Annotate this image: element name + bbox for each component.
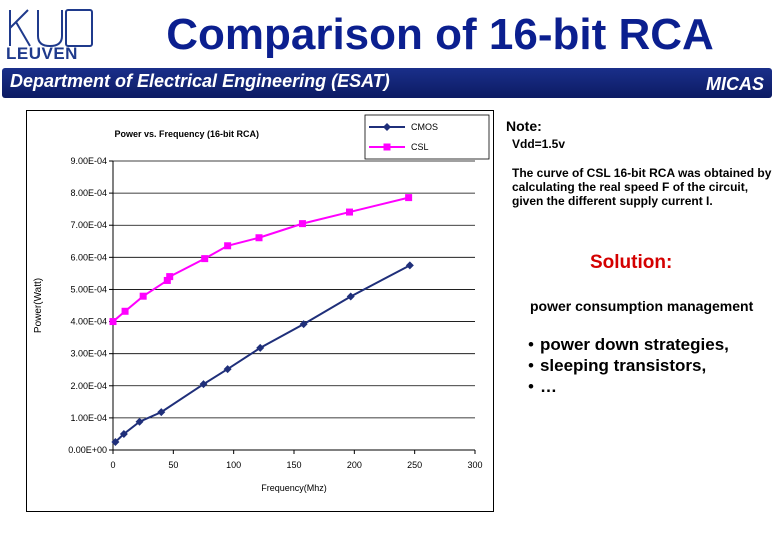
y-tick-label: 8.00E-04	[70, 188, 107, 198]
x-tick-label: 250	[407, 460, 422, 470]
legend-label: CSL	[411, 142, 429, 152]
y-tick-label: 5.00E-04	[70, 284, 107, 294]
series-line	[114, 264, 411, 443]
logo-text: LEUVEN	[6, 44, 78, 63]
data-point	[223, 365, 232, 374]
data-point	[121, 307, 129, 315]
data-point	[119, 429, 128, 438]
data-point	[157, 408, 166, 417]
x-tick-label: 0	[110, 460, 115, 470]
group-label: MICAS	[706, 74, 764, 94]
y-tick-label: 4.00E-04	[70, 317, 107, 327]
y-tick-label: 6.00E-04	[70, 252, 107, 262]
department-bar: Department of Electrical Engineering (ES…	[2, 68, 772, 98]
x-tick-label: 100	[226, 460, 241, 470]
data-point	[199, 380, 208, 389]
data-point	[111, 437, 120, 446]
solution-label: Solution:	[590, 252, 673, 273]
data-point	[166, 273, 174, 281]
legend-label: CMOS	[411, 122, 438, 132]
department-label: Department of Electrical Engineering (ES…	[10, 71, 390, 91]
y-tick-label: 3.00E-04	[70, 349, 107, 359]
data-point	[346, 208, 354, 216]
list-item: • power down strategies,	[528, 335, 729, 354]
solution-list: • power down strategies, • sleeping transi…	[528, 334, 729, 397]
x-axis-label: Frequency(Mhz)	[261, 483, 327, 493]
chart-title: Power vs. Frequency (16-bit RCA)	[114, 129, 259, 139]
csl-explanation: The curve of CSL 16-bit RCA was obtained…	[512, 166, 772, 208]
page-title: Comparison of 16-bit RCA	[166, 10, 714, 59]
y-tick-label: 9.00E-04	[70, 156, 107, 166]
power-management-label: power consumption management	[530, 298, 754, 314]
x-tick-label: 50	[168, 460, 178, 470]
data-point	[201, 255, 209, 263]
data-point	[224, 242, 232, 250]
legend-box	[364, 114, 490, 160]
list-item: • sleeping transistors,	[528, 356, 707, 375]
data-point	[346, 292, 355, 301]
data-point	[139, 292, 147, 300]
data-point	[298, 220, 306, 228]
list-item: •…	[528, 377, 557, 396]
data-point	[256, 343, 265, 352]
x-tick-label: 200	[347, 460, 362, 470]
x-tick-label: 300	[467, 460, 482, 470]
data-point	[135, 417, 144, 426]
y-tick-label: 7.00E-04	[70, 220, 107, 230]
y-axis-label: Power(Watt)	[33, 278, 44, 333]
y-tick-label: 0.00E+00	[68, 445, 107, 455]
legend-marker	[383, 123, 391, 131]
data-point	[255, 234, 263, 242]
y-tick-label: 1.00E-04	[70, 413, 107, 423]
vdd-label: Vdd=1.5v	[512, 137, 566, 151]
y-tick-label: 2.00E-04	[70, 381, 107, 391]
series-line	[112, 196, 409, 323]
chart-frame: 0.00E+00 1.00E-04 2.00E-04 3.00E-04 4.00E-04…	[26, 110, 494, 512]
data-point	[163, 276, 171, 284]
ku-leuven-logo	[9, 9, 93, 48]
data-point	[405, 261, 414, 270]
note-label: Note:	[506, 118, 542, 134]
data-point	[299, 320, 308, 329]
legend-marker	[383, 143, 391, 151]
x-tick-label: 150	[286, 460, 301, 470]
data-point	[405, 194, 413, 202]
data-point	[109, 318, 117, 326]
power-frequency-chart: 0.00E+00 1.00E-04 2.00E-04 3.00E-04 4.00E-04…	[33, 114, 490, 493]
